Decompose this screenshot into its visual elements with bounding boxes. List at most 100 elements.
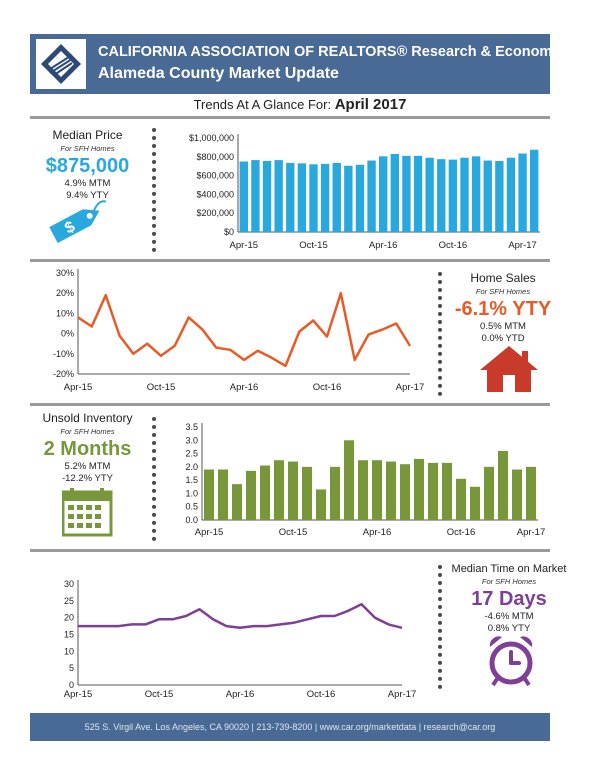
header-subtitle: Alameda County Market Update	[98, 65, 339, 82]
bar	[245, 470, 257, 520]
y-tick-label: 20	[64, 613, 74, 623]
y-tick-label: 5	[69, 663, 74, 673]
y-tick-label: 3.5	[185, 422, 198, 432]
y-tick-label: 10	[64, 646, 74, 656]
bar	[355, 164, 365, 232]
x-tick-label: Apr-16	[369, 240, 398, 251]
bar	[203, 469, 215, 520]
y-tick-label: 1.5	[185, 475, 198, 485]
y-tick-label: $1,000,000	[189, 133, 234, 143]
y-tick-label: 3.0	[185, 435, 198, 445]
series-line	[77, 291, 412, 368]
y-tick-label: 0%	[61, 329, 74, 339]
bar	[343, 440, 355, 520]
bar	[460, 157, 469, 232]
bar	[425, 157, 434, 232]
house-icon	[480, 346, 538, 392]
y-tick-label: $200,000	[196, 208, 234, 218]
y-tick-label: $800,000	[196, 152, 234, 162]
median-price-yty: 9.4% YTY	[66, 190, 109, 201]
x-tick-label: Apr-17	[388, 689, 417, 700]
bar	[357, 460, 369, 520]
dom-sub: For SFH Homes	[481, 577, 537, 586]
inventory-mtm: 5.2% MTM	[64, 461, 111, 472]
y-tick-label: 0.0	[185, 515, 198, 525]
bar	[413, 458, 425, 520]
home-sales-value: -6.1% YTY	[454, 298, 552, 320]
alarm-clock-icon	[489, 636, 533, 687]
x-tick-label: Oct-15	[145, 689, 174, 700]
x-tick-label: Apr-15	[64, 382, 93, 393]
section-divider	[30, 116, 550, 119]
x-tick-label: Oct-16	[307, 689, 336, 700]
x-tick-label: Oct-16	[439, 240, 468, 251]
trend-line: Trends At A Glance For: April 2017	[0, 96, 600, 113]
y-tick-label: 30	[64, 579, 74, 589]
bar	[471, 156, 481, 232]
home-sales-ytd: 0.0% YTD	[481, 333, 525, 344]
home-sales-panel: Home Sales For SFH Homes -6.1% YTY 0.5% …	[448, 271, 558, 345]
home-sales-chart: -20% -10% 0% 10% 20% 30% Apr-15 Oct-15 Apr-16 Oct…	[53, 268, 425, 393]
bar	[231, 484, 243, 520]
inventory-chart: 0.0 0.5 1.0 1.5 2.0 2.5 3.0 3.5 Apr-15 Oct-15 Apr-…	[185, 422, 546, 538]
y-tick-label: 2.0	[185, 462, 198, 472]
trend-label: Trends At A Glance For:	[193, 97, 332, 112]
bar	[367, 160, 376, 232]
bar	[385, 461, 397, 520]
report-header: CALIFORNIA ASSOCIATION OF REALTORS® Rese…	[30, 34, 572, 94]
y-tick-label: -20%	[53, 369, 74, 379]
x-tick-label: Apr-16	[230, 382, 259, 393]
dotted-separator	[152, 128, 156, 252]
x-tick-label: Apr-15	[230, 240, 259, 251]
bar	[390, 153, 399, 232]
median-price-mtm: 4.9% MTM	[64, 178, 111, 189]
section-divider	[30, 549, 550, 552]
x-tick-label: Oct-16	[447, 527, 476, 538]
y-tick-label: 1.0	[185, 488, 198, 498]
median-price-value: $875,000	[45, 155, 130, 177]
bar	[483, 466, 495, 520]
bar	[525, 466, 537, 520]
inventory-value: 2 Months	[43, 438, 132, 460]
median-price-title: Median Price	[52, 128, 123, 142]
bar	[530, 149, 539, 232]
bar	[483, 160, 492, 232]
bar	[332, 162, 341, 232]
bar	[469, 486, 481, 520]
x-tick-label: Apr-17	[396, 382, 425, 393]
bar	[239, 161, 248, 232]
series-line	[78, 602, 403, 630]
bar	[297, 163, 307, 232]
x-tick-label: Oct-15	[279, 527, 308, 538]
home-sales-title: Home Sales	[470, 271, 536, 285]
bar	[251, 160, 260, 232]
dom-mtm: -4.6% MTM	[484, 611, 534, 622]
home-sales-sub: For SFH Homes	[475, 287, 531, 296]
y-tick-label: 20%	[56, 288, 74, 298]
footer: 525 S. Virgil Ave. Los Angeles, CA 90020…	[30, 713, 550, 741]
bar	[497, 450, 509, 520]
bar	[448, 159, 458, 232]
section-divider	[30, 403, 550, 406]
section-divider	[30, 259, 550, 262]
bar	[427, 462, 439, 520]
dom-yty: 0.8% YTY	[487, 623, 531, 634]
bar	[273, 460, 285, 520]
bar	[217, 469, 229, 520]
median-price-panel: Median Price For SFH Homes $875,000 4.9%…	[30, 128, 145, 202]
bar	[455, 478, 467, 520]
bar	[413, 155, 423, 232]
bar	[309, 164, 318, 232]
y-tick-label: -10%	[53, 349, 74, 359]
median-price-chart: $0 $200,000 $400,000 $600,000 $800,000 $1,000…	[189, 133, 540, 251]
x-tick-label: Apr-16	[226, 689, 255, 700]
bar	[320, 163, 330, 232]
x-tick-label: Apr-17	[517, 527, 546, 538]
dom-panel: Median Time on Market For SFH Homes 17 D…	[448, 563, 570, 635]
header-title: CALIFORNIA ASSOCIATION OF REALTORS® Rese…	[98, 44, 573, 60]
x-tick-label: Oct-15	[299, 240, 328, 251]
bar	[344, 165, 353, 232]
y-tick-label: 30%	[56, 268, 74, 278]
bar	[315, 489, 327, 520]
dom-chart: 0 5 10 15 20 25 30 Apr-15 Oct-15 Apr-16 Oct-16 Apr-…	[64, 579, 417, 700]
